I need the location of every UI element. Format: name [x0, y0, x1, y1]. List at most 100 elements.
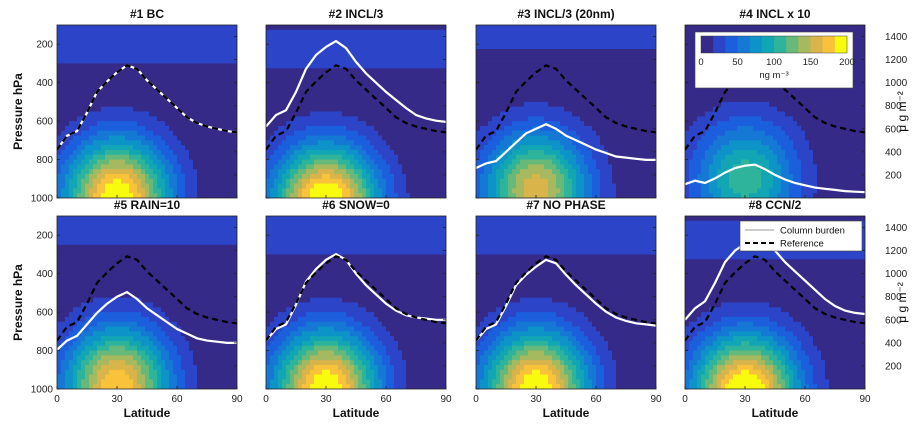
reference-line: [266, 255, 446, 342]
contour-field: [266, 25, 446, 198]
right-axis-label: μ g m⁻²: [895, 91, 909, 132]
right-tick-label: 400: [885, 338, 902, 349]
panel-8: #8 CCN/2 0 30 60 90 Latitude 200 400 600 800 1000 1…: [682, 198, 909, 420]
y-axis-label: Pressure hPa: [11, 73, 25, 150]
panel-frame: [684, 24, 866, 199]
panel-frame: [684, 215, 866, 390]
y-tick-label: 600: [36, 117, 53, 128]
right-tick-label: 800: [885, 292, 902, 303]
y-tick-label: 1000: [31, 194, 54, 205]
panel-title: #2 INCL/3: [329, 7, 384, 21]
reference-line: [266, 64, 446, 151]
x-tick-label: 90: [859, 394, 871, 405]
reference-line: [476, 255, 656, 342]
column-burden-line: [57, 290, 237, 351]
right-tick-label: 1400: [885, 223, 908, 234]
y-tick-label: 400: [36, 78, 53, 89]
right-tick-label: 200: [885, 361, 902, 372]
reference-line: [57, 64, 237, 151]
colorbar-tick-label: 50: [732, 57, 743, 68]
contour-field: [476, 216, 656, 389]
colorbar-swatch: [822, 36, 836, 53]
y-tick-label: 800: [36, 346, 53, 357]
panel-title: #5 RAIN=10: [114, 198, 181, 212]
panel-6: #6 SNOW=0 0 30 60 90 Latitude: [263, 198, 452, 420]
contour-field: [57, 25, 237, 198]
colorbar-swatch: [749, 36, 763, 53]
panel-frame: [475, 24, 657, 199]
right-tick-label: 1200: [885, 55, 908, 66]
colorbar-swatch: [798, 36, 811, 53]
x-tick-label: 0: [682, 394, 688, 405]
contour-field: [266, 216, 446, 389]
right-tick-label: 800: [885, 101, 902, 112]
x-tick-label: 30: [530, 394, 542, 405]
y-axis-label: Pressure hPa: [11, 264, 25, 341]
x-axis-label: Latitude: [124, 406, 171, 420]
right-tick-label: 400: [885, 147, 902, 158]
panel-4: #4 INCL x 10 200 400 600 800 1000 1200 1400 μ g …: [684, 7, 909, 199]
colorbar-swatch: [810, 36, 824, 53]
panel-3: #3 INCL/3 (20nm): [475, 7, 657, 199]
x-tick-label: 60: [171, 394, 183, 405]
colorbar: 0 50 100 150 200 ng m⁻³: [694, 31, 855, 89]
panel-2: #2 INCL/3: [265, 7, 447, 199]
x-axis-label: Latitude: [752, 406, 799, 420]
right-tick-label: 1400: [885, 32, 908, 43]
x-tick-label: 30: [320, 394, 332, 405]
panel-frame: [475, 215, 657, 390]
panel-title: #4 INCL x 10: [739, 7, 810, 21]
contour-field: [685, 216, 865, 389]
colorbar-swatch: [737, 36, 751, 53]
colorbar-unit: ng m⁻³: [759, 70, 788, 81]
legend-label: Column burden: [780, 226, 845, 237]
colorbar-swatch: [761, 36, 775, 53]
right-axis-label: μ g m⁻²: [895, 282, 909, 323]
panel-5: #5 RAIN=10 0 30 60 90 Latitude 200 400 600 800 100…: [11, 198, 243, 420]
x-tick-label: 0: [54, 394, 60, 405]
right-tick-label: 200: [885, 170, 902, 181]
colorbar-swatch: [701, 36, 714, 53]
reference-line: [57, 255, 237, 342]
colorbar-swatch: [725, 36, 738, 53]
right-tick-label: 1200: [885, 246, 908, 257]
y-tick-label: 200: [36, 40, 53, 51]
x-tick-label: 90: [440, 394, 452, 405]
column-burden-line: [476, 122, 656, 169]
column-burden-line: [685, 163, 865, 194]
reference-line: [685, 64, 865, 151]
colorbar-tick-label: 200: [839, 57, 855, 68]
panel-title: #7 NO PHASE: [526, 198, 605, 212]
x-tick-label: 30: [111, 394, 123, 405]
reference-line: [476, 64, 656, 151]
panel-title: #1 BC: [130, 7, 164, 21]
x-tick-label: 0: [263, 394, 269, 405]
panel-title: #3 INCL/3 (20nm): [517, 7, 614, 21]
y-tick-label: 600: [36, 308, 53, 319]
legend: Column burden Reference: [739, 220, 863, 252]
y-tick-label: 400: [36, 269, 53, 280]
right-tick-label: 1000: [885, 78, 908, 89]
column-burden-line: [266, 39, 446, 128]
panel-7: #7 NO PHASE 0 30 60 90 Latitude: [473, 198, 662, 420]
y-tick-label: 1000: [31, 385, 54, 396]
panel-frame: [56, 215, 238, 390]
y-tick-label: 800: [36, 155, 53, 166]
y-tick-label: 200: [36, 231, 53, 242]
x-tick-label: 60: [590, 394, 602, 405]
legend-label: Reference: [780, 239, 824, 250]
right-tick-label: 600: [885, 124, 902, 135]
colorbar-tick-label: 100: [766, 57, 782, 68]
x-tick-label: 90: [231, 394, 243, 405]
contour-field: [57, 216, 237, 389]
reference-line: [685, 255, 865, 342]
panel-frame: [265, 215, 447, 390]
panel-title: #8 CCN/2: [749, 198, 802, 212]
contour-field: [476, 25, 656, 198]
panel-title: #6 SNOW=0: [322, 198, 390, 212]
panel-1: #1 BC 200 400 600 800 1000 Pressure hPa: [11, 7, 238, 205]
right-tick-label: 1000: [885, 269, 908, 280]
colorbar-swatch: [786, 36, 799, 53]
x-tick-label: 30: [739, 394, 751, 405]
